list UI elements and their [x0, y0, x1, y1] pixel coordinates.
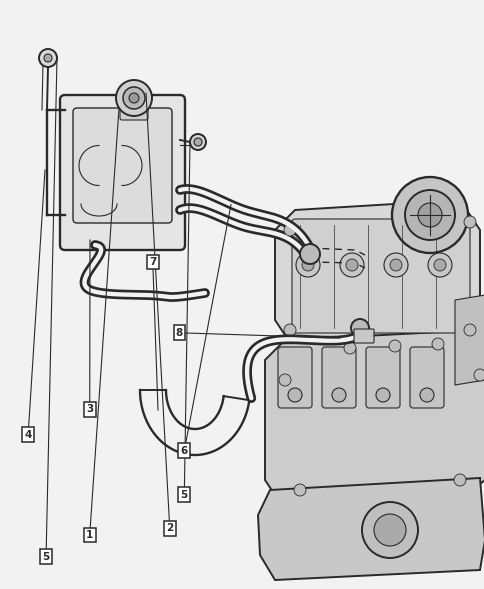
FancyBboxPatch shape — [120, 98, 148, 120]
Circle shape — [129, 93, 139, 103]
Circle shape — [427, 253, 451, 277]
Circle shape — [350, 319, 368, 337]
Circle shape — [419, 388, 433, 402]
Polygon shape — [264, 330, 484, 510]
Text: 2: 2 — [166, 524, 173, 533]
Circle shape — [373, 514, 405, 546]
Circle shape — [194, 138, 201, 146]
Polygon shape — [454, 295, 484, 385]
Circle shape — [361, 502, 417, 558]
Circle shape — [375, 388, 389, 402]
Circle shape — [190, 134, 206, 150]
Circle shape — [433, 259, 445, 271]
Circle shape — [287, 388, 302, 402]
Circle shape — [293, 484, 305, 496]
Text: 3: 3 — [86, 405, 93, 414]
Circle shape — [463, 324, 475, 336]
Circle shape — [391, 177, 467, 253]
Circle shape — [431, 338, 443, 350]
Circle shape — [116, 80, 151, 116]
FancyBboxPatch shape — [291, 219, 469, 333]
Circle shape — [295, 253, 319, 277]
Circle shape — [389, 259, 401, 271]
Circle shape — [417, 203, 441, 227]
Circle shape — [463, 216, 475, 228]
FancyBboxPatch shape — [73, 108, 172, 223]
FancyBboxPatch shape — [321, 347, 355, 408]
FancyBboxPatch shape — [409, 347, 443, 408]
Circle shape — [278, 374, 290, 386]
Circle shape — [453, 474, 465, 486]
Text: 8: 8 — [176, 328, 182, 337]
Circle shape — [302, 259, 313, 271]
Circle shape — [44, 54, 52, 62]
Circle shape — [300, 244, 319, 264]
Text: 5: 5 — [43, 552, 49, 561]
Circle shape — [123, 87, 145, 109]
Circle shape — [343, 342, 355, 354]
Polygon shape — [257, 478, 484, 580]
Circle shape — [339, 253, 363, 277]
Text: 5: 5 — [181, 490, 187, 499]
Polygon shape — [274, 200, 479, 350]
Text: 7: 7 — [149, 257, 156, 267]
FancyBboxPatch shape — [60, 95, 184, 250]
Circle shape — [404, 190, 454, 240]
Circle shape — [39, 49, 57, 67]
FancyBboxPatch shape — [277, 347, 311, 408]
Circle shape — [284, 224, 295, 236]
Text: 1: 1 — [86, 530, 93, 540]
FancyBboxPatch shape — [365, 347, 399, 408]
Circle shape — [332, 388, 345, 402]
Circle shape — [284, 324, 295, 336]
Circle shape — [473, 369, 484, 381]
Circle shape — [345, 259, 357, 271]
Circle shape — [383, 253, 407, 277]
Text: 6: 6 — [181, 446, 187, 455]
Circle shape — [388, 340, 400, 352]
Text: 4: 4 — [24, 430, 32, 439]
FancyBboxPatch shape — [353, 329, 373, 343]
